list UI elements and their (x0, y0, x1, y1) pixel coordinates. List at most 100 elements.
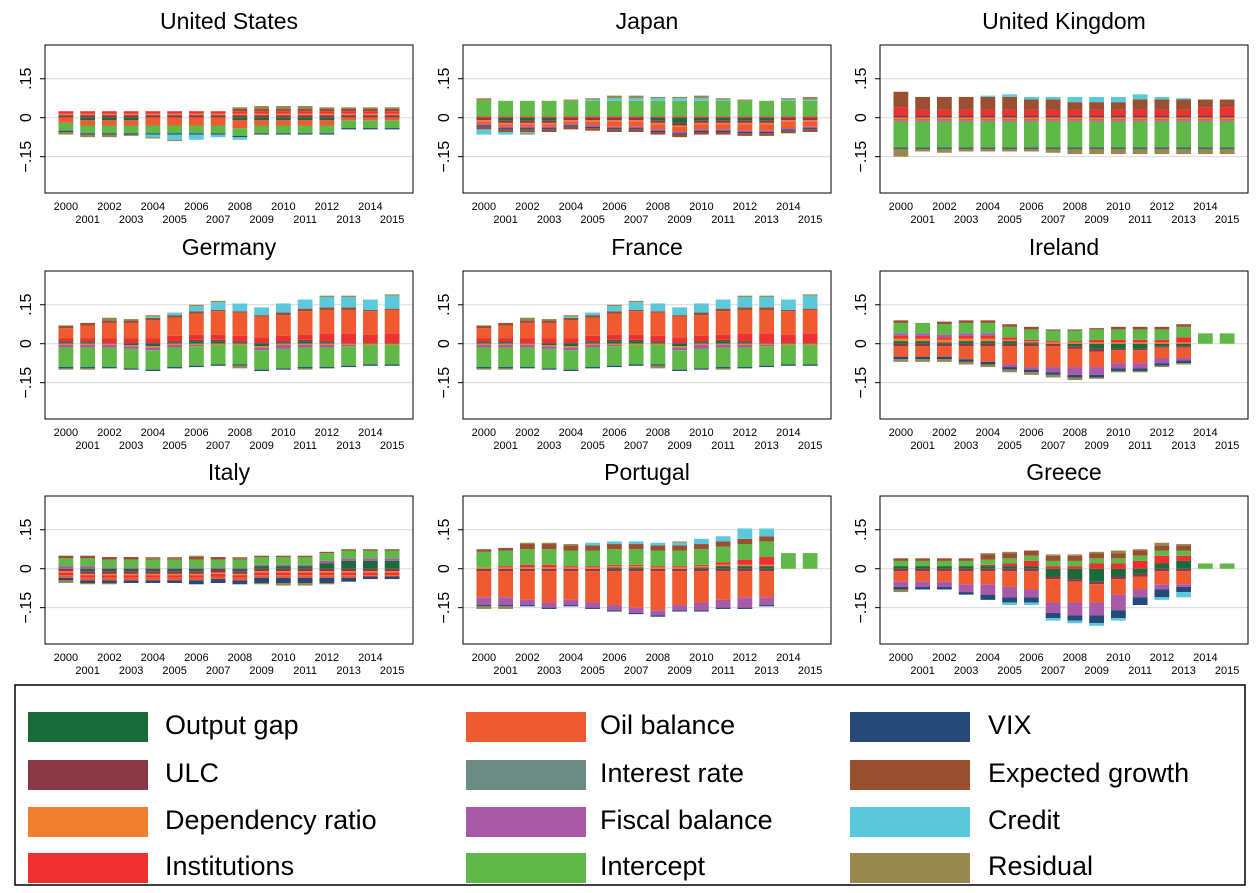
bar-segment (915, 322, 931, 334)
bar-segment (232, 135, 248, 138)
bar-segment (58, 566, 74, 569)
x-tick-label: 2014 (358, 201, 382, 213)
bar-segment (1089, 120, 1105, 122)
x-tick-label: 2006 (184, 652, 208, 664)
bar-segment (628, 128, 644, 130)
bar-segment (58, 111, 74, 114)
bar-segment (563, 338, 579, 343)
bar-segment (1023, 342, 1039, 344)
bar-segment (101, 559, 117, 568)
bar-segment (1110, 96, 1126, 103)
bar-segment (759, 130, 775, 132)
bar-segment (628, 564, 644, 567)
bar-segment (275, 108, 291, 112)
bar-segment (915, 115, 931, 118)
bar-segment (319, 551, 335, 554)
bar-segment (958, 117, 974, 119)
bar-segment (915, 119, 931, 121)
bar-segment (915, 338, 931, 342)
bar-segment (80, 577, 96, 581)
legend-swatch (28, 853, 148, 883)
bar-segment (58, 368, 74, 370)
bar-segment (693, 122, 709, 125)
bar-segment (563, 120, 579, 122)
bar-segment (476, 325, 492, 329)
bar-segment (254, 571, 270, 573)
bar-segment (476, 98, 492, 101)
bar-segment (145, 577, 161, 581)
x-tick-label: 2004 (141, 652, 165, 664)
bar-segment (1132, 99, 1148, 110)
x-tick-label: 2011 (1128, 665, 1152, 677)
bar-segment (80, 117, 96, 121)
bar-segment (715, 607, 731, 609)
bar-segment (606, 571, 622, 606)
bar-segment (563, 124, 579, 126)
bar-segment (958, 346, 974, 360)
bar-segment (188, 115, 204, 118)
bar-segment (275, 368, 291, 370)
bar-segment (563, 544, 579, 546)
bar-segment (1023, 147, 1039, 149)
bar-segment (341, 115, 357, 118)
bar-segment (1154, 545, 1170, 551)
bar-segment (362, 576, 378, 580)
x-tick-label: 2013 (1171, 665, 1195, 677)
bar-segment (1089, 117, 1105, 119)
bar-segment (1067, 102, 1083, 110)
bar-segment (650, 96, 666, 99)
bar-segment (80, 367, 96, 369)
bar-segment (541, 549, 557, 565)
bar-segment (297, 339, 313, 342)
x-tick-label: 2014 (1193, 427, 1217, 439)
bar-segment (915, 566, 931, 569)
bar-segment (1067, 330, 1083, 342)
bar-segment (1045, 618, 1061, 621)
y-tick-label: −.15 (436, 592, 453, 624)
bar-segment (541, 320, 557, 323)
bar-segment (1176, 117, 1192, 119)
bar-segment (1045, 602, 1061, 613)
y-tick-label: 0 (18, 113, 35, 122)
bar-segment (498, 597, 514, 606)
bar-segment (384, 549, 400, 551)
y-tick-label: −.15 (853, 592, 870, 624)
x-tick-label: 2000 (54, 201, 78, 213)
bar-segment (693, 544, 709, 550)
bar-segment (254, 369, 270, 371)
bar-segment (737, 568, 753, 572)
bar-segment (1089, 343, 1105, 349)
bar-segment (606, 544, 622, 550)
bar-segment (232, 120, 248, 129)
bar-segment (80, 133, 96, 135)
bar-segment (628, 100, 644, 117)
x-tick-label: 2011 (293, 665, 317, 677)
bar-segment (341, 128, 357, 130)
y-tick-label: 0 (853, 113, 870, 122)
bar-segment (58, 555, 74, 559)
bar-segment (167, 567, 183, 569)
legend-label: Oil balance (600, 710, 735, 740)
bar-segment (123, 559, 139, 568)
bar-segment (563, 347, 579, 351)
bar-segment (167, 315, 183, 318)
bar-segment (1219, 121, 1235, 148)
bar-segment (384, 308, 400, 310)
bar-segment (210, 311, 226, 335)
bar-segment (384, 294, 400, 296)
bar-segment (341, 568, 357, 572)
bar-segment (101, 133, 117, 135)
bar-segment (58, 325, 74, 329)
bar-segment (341, 343, 357, 345)
bar-segment (476, 124, 492, 126)
bar-segment (693, 538, 709, 545)
bar-segment (1154, 568, 1170, 572)
bar-segment (58, 343, 74, 345)
bar-segment (341, 365, 357, 368)
x-tick-label: 2006 (1019, 427, 1043, 439)
x-tick-label: 2007 (1041, 440, 1065, 452)
bar-segment (1045, 121, 1061, 148)
bar-segment (58, 558, 74, 567)
bar-segment (1110, 563, 1126, 569)
bar-segment (915, 346, 931, 357)
